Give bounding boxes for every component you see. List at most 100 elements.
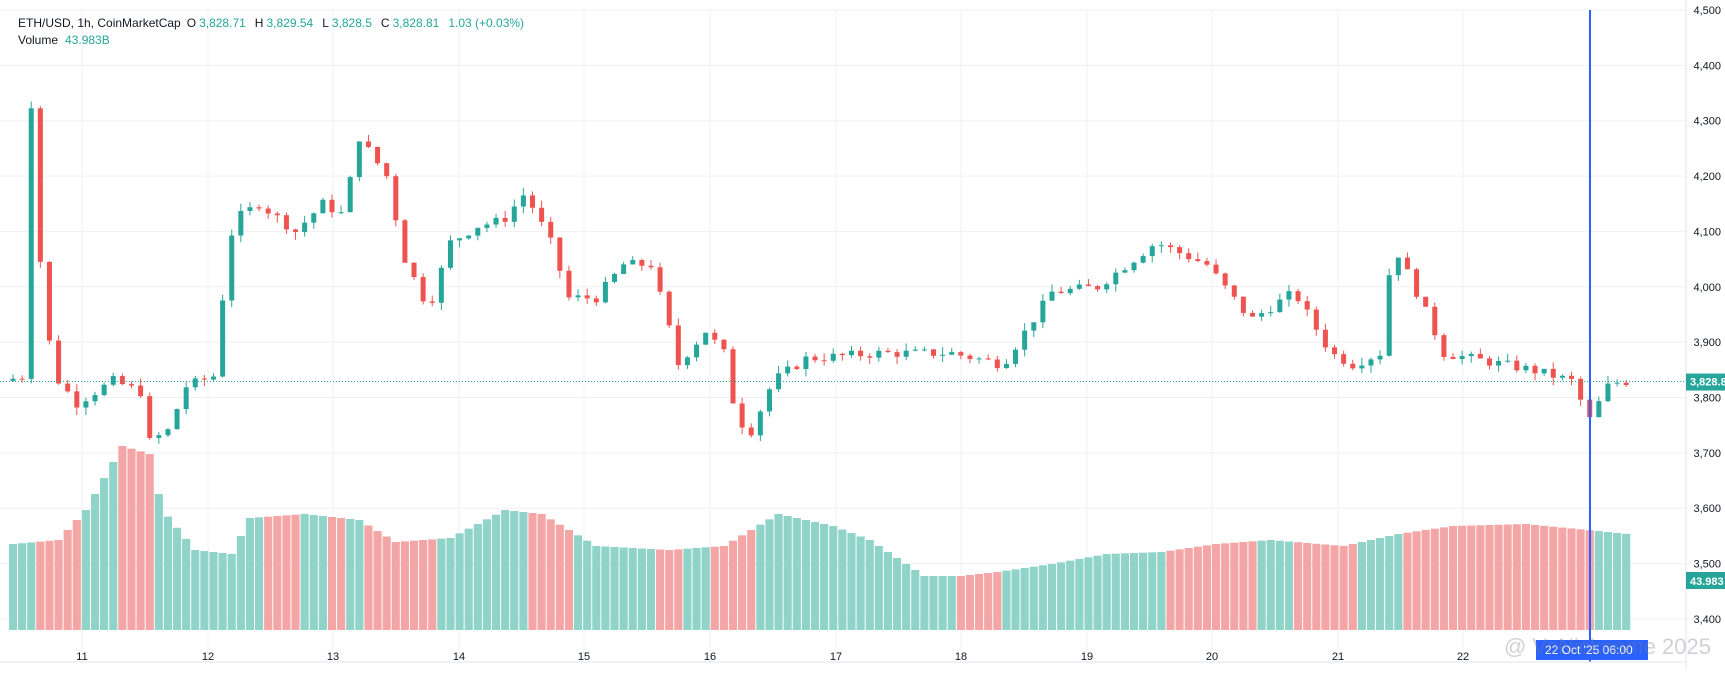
volume-bar [592,546,601,630]
volume-bar [610,547,619,630]
candle-body [1386,275,1392,356]
candle-body [1432,306,1438,336]
price-axis[interactable]: 3,400 3,500 3,600 3,700 3,800 3,900 4,000 4,100… [1685,0,1721,670]
y-tick-label: 4,100 [1693,226,1721,238]
candle-body [1441,335,1447,358]
volume-bar [36,541,45,630]
volume-bar [327,517,337,630]
volume-bar [847,533,856,630]
volume-bar [665,550,674,630]
candle-body [229,235,235,301]
volume-bar [473,524,482,630]
x-tick-label: 21 [1332,651,1344,663]
volume-bar [282,515,291,630]
candle-body [365,141,371,147]
volume-bar [109,462,118,630]
candle-body [311,213,317,223]
candle-body [1568,375,1574,379]
volume-bar [182,538,191,630]
symbol-label[interactable]: ETH/USD, 1h, CoinMarketCap [18,16,181,30]
volume-bar [291,514,300,630]
volume-bar [947,576,956,630]
y-tick-label: 3,700 [1693,448,1721,460]
candle-body [174,409,180,430]
candle-body [293,229,299,233]
volume-bar [1530,524,1540,630]
candle-body [776,373,782,390]
low-value: 3,828.5 [331,16,372,30]
candle-body [1240,296,1246,313]
candle-body [1304,301,1310,310]
volume-bar [756,524,765,630]
x-tick-label: 20 [1206,651,1218,663]
volume-bar [838,529,847,630]
volume-bar [929,576,938,630]
volume-bar [8,544,18,630]
time-axis[interactable]: 11121314151617181920212224 [0,651,1686,663]
y-tick-label: 3,900 [1693,337,1721,349]
volume-bars [8,446,1631,630]
candle-body [593,298,599,303]
candle-body [420,277,426,302]
candle-body [1332,347,1338,355]
volume-bar [1366,540,1376,630]
open-label: O [186,16,197,30]
volume-bar [1002,570,1011,630]
volume-bar [619,547,628,630]
volume-row: Volume 43.983B [18,32,530,49]
volume-bar [409,540,419,630]
volume-bar [801,520,810,630]
volume-bar [1239,542,1248,630]
candle-body [958,352,964,356]
volume-bar [865,540,874,630]
candle-body [1505,360,1511,362]
candle-body [1359,365,1365,369]
candle-body [19,378,25,380]
candle-body [885,350,891,353]
candle-body [1623,382,1629,386]
volume-bar [1047,564,1057,630]
volume-bar [938,576,947,630]
candle-body [1350,363,1356,369]
candle-body [1231,285,1237,297]
volume-bar [1011,569,1020,630]
candle-body [848,350,854,356]
volume-bar [127,448,136,630]
volume-bar [1166,550,1175,630]
volume-bar [346,519,355,630]
candle-body [1067,288,1073,294]
candle-body [1468,353,1474,357]
candle-body [1286,291,1292,300]
volume-bar [646,549,656,630]
candle-body [785,366,791,374]
volume-bar [273,516,282,630]
candle-body [1140,256,1146,263]
y-tick-label: 4,200 [1693,171,1721,183]
candle-body [931,349,937,356]
volume-bar [829,526,838,630]
volume-bar [993,572,1002,630]
candle-body [1341,354,1347,364]
candle-body [429,301,435,303]
volume-bar [874,546,883,630]
volume-bar [373,531,382,630]
volume-bar [1057,562,1066,630]
volume-bar [1303,543,1312,630]
y-tick-label: 4,300 [1693,116,1721,128]
candle-body [1076,284,1082,289]
volume-bar [364,525,373,630]
volume-bar [209,552,218,630]
volume-bar [1458,525,1467,630]
x-tick-label: 12 [202,651,214,663]
change-value: 1.03 (+0.03%) [448,16,525,30]
volume-bar [163,516,172,630]
volume-bar [1075,559,1084,630]
y-tick-label: 4,000 [1693,282,1721,294]
candle-body [684,357,690,366]
volume-bar [1503,524,1512,630]
volume-label[interactable]: Volume [18,33,59,47]
volume-bar [1376,538,1385,630]
volume-bar [1275,540,1284,630]
